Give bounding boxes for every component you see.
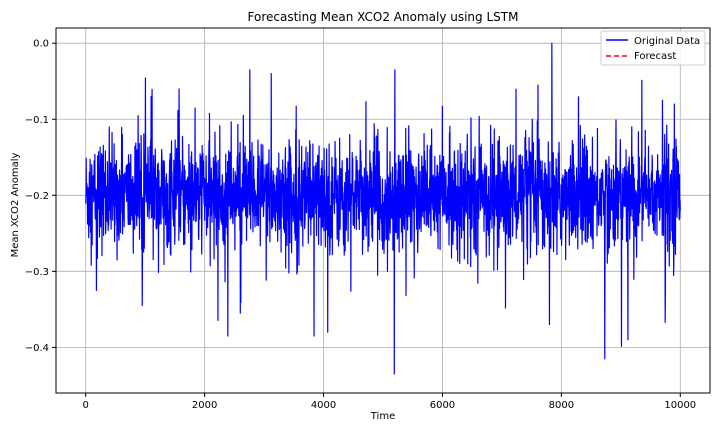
series-original-data-line bbox=[85, 42, 681, 375]
y-tick-label: −0.4 bbox=[25, 343, 49, 354]
y-tick-label: −0.3 bbox=[25, 267, 49, 278]
legend-label-forecast: Forecast bbox=[634, 51, 676, 62]
x-tick-label: 4000 bbox=[311, 400, 336, 411]
y-tick-label: −0.2 bbox=[25, 191, 49, 202]
x-tick-label: 10000 bbox=[664, 400, 696, 411]
axes-frame bbox=[55, 27, 711, 394]
x-axis-label: Time bbox=[370, 411, 395, 422]
y-tick-label: −0.1 bbox=[25, 115, 49, 126]
x-tick-label: 0 bbox=[83, 400, 89, 411]
y-axis-label: Mean XCO2 Anomaly bbox=[10, 153, 21, 258]
x-tick-label: 6000 bbox=[430, 400, 455, 411]
plot-area bbox=[85, 42, 681, 375]
ticks: 0 2000 4000 6000 8000 10000 −0.4 −0.3 −0.2 −0.1 0.… bbox=[25, 39, 696, 411]
legend-label-original: Original Data bbox=[634, 36, 700, 47]
y-tick-label: 0.0 bbox=[33, 39, 49, 50]
legend: Original Data Forecast bbox=[600, 30, 706, 66]
x-tick-label: 2000 bbox=[192, 400, 217, 411]
x-tick-label: 8000 bbox=[549, 400, 574, 411]
chart-title: Forecasting Mean XCO2 Anomaly using LSTM bbox=[248, 10, 519, 24]
